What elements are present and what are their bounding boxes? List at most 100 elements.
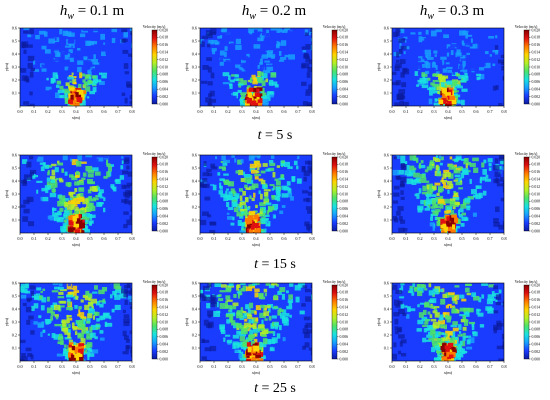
velocity-cell [252, 28, 259, 30]
velocity-cell [426, 56, 434, 60]
velocity-cell [100, 72, 108, 75]
velocity-cell [423, 38, 430, 41]
velocity-cell [130, 31, 132, 35]
velocity-cell [57, 200, 61, 207]
velocity-cell [394, 102, 400, 106]
velocity-cell [67, 200, 75, 205]
velocity-cell [240, 101, 246, 106]
velocity-cell [436, 216, 443, 221]
velocity-cell [418, 163, 422, 169]
colorbar-tick-label: 0.012 [340, 185, 349, 189]
y-tick-label: 0.6 [192, 281, 197, 286]
velocity-cell [392, 353, 398, 360]
velocity-cell [129, 95, 132, 100]
velocity-cell [450, 210, 455, 216]
velocity-cell [257, 28, 263, 32]
velocity-cell [430, 30, 437, 37]
velocity-cell [225, 295, 231, 300]
velocity-cell [403, 162, 407, 165]
velocity-cell [64, 201, 69, 208]
velocity-cell [398, 38, 406, 43]
velocity-cell [450, 59, 458, 63]
x-tick-label: 0.1 [403, 236, 408, 241]
velocity-cell [120, 156, 124, 159]
velocity-cell [302, 50, 307, 53]
velocity-cell [249, 163, 257, 169]
velocity-cell [186, 159, 192, 163]
velocity-cell [277, 156, 284, 161]
velocity-cell [281, 205, 286, 208]
velocity-cell [458, 84, 461, 87]
velocity-cell [430, 214, 434, 218]
velocity-cell [433, 102, 440, 106]
velocity-cell [206, 168, 212, 173]
velocity-cell [268, 54, 276, 58]
velocity-cell [71, 159, 79, 166]
velocity-cell [436, 192, 440, 197]
velocity-cell [260, 170, 266, 174]
velocity-cell [26, 161, 32, 168]
velocity-cell [263, 311, 270, 317]
velocity-core-cell [446, 100, 452, 105]
velocity-cell [503, 58, 504, 64]
velocity-cell [64, 332, 70, 335]
velocity-cell [423, 77, 429, 84]
velocity-cell [302, 345, 306, 350]
velocity-cell [425, 29, 429, 35]
velocity-cell [227, 42, 233, 47]
colorbar-title: Velocity (m/s) [323, 151, 346, 156]
colorbar-tick-label: 0.008 [532, 200, 541, 204]
velocity-cell [240, 283, 246, 285]
velocity-core-cell [450, 98, 457, 105]
velocity-cell [54, 314, 59, 318]
velocity-core-cell [78, 343, 85, 347]
velocity-cell [431, 347, 436, 353]
velocity-cell [124, 157, 130, 162]
velocity-cell [452, 335, 455, 338]
velocity-cell [105, 39, 110, 45]
velocity-cell [41, 68, 47, 72]
velocity-core-cell [77, 226, 83, 231]
velocity-cell [489, 54, 492, 57]
velocity-core-cell [79, 344, 86, 349]
velocity-cell [210, 72, 215, 79]
velocity-cell [405, 164, 410, 171]
velocity-cell [455, 181, 462, 186]
velocity-cell [456, 84, 460, 87]
velocity-cell [239, 67, 246, 72]
velocity-cell [309, 28, 312, 33]
colorbar-tick-label: 0.000 [340, 357, 349, 361]
velocity-cell [281, 293, 286, 300]
velocity-cell [276, 165, 281, 168]
velocity-cell [74, 331, 78, 336]
velocity-cell [472, 212, 477, 217]
velocity-cell [311, 82, 312, 88]
velocity-cell [234, 343, 240, 349]
velocity-cell [79, 52, 84, 57]
velocity-cell [381, 288, 386, 292]
velocity-cell [466, 335, 472, 338]
velocity-core-cell [438, 99, 444, 105]
velocity-cell [237, 159, 242, 165]
velocity-cell [303, 316, 311, 321]
velocity-cell [53, 304, 61, 311]
velocity-cell [444, 172, 451, 178]
velocity-cell [27, 34, 34, 38]
velocity-cell [280, 69, 285, 74]
x-tick-label: 0.3 [239, 236, 244, 241]
velocity-cell [400, 160, 408, 165]
velocity-cell [27, 62, 33, 69]
velocity-cell [66, 355, 69, 358]
velocity-cell [418, 188, 422, 194]
velocity-cell [87, 293, 93, 298]
velocity-cell [275, 44, 280, 49]
velocity-cell [310, 350, 312, 356]
velocity-cell [248, 334, 256, 339]
velocity-cell [502, 166, 504, 171]
x-axis-label: x(m) [444, 370, 453, 375]
velocity-cell [61, 39, 64, 43]
velocity-cell [435, 331, 441, 337]
velocity-cell [50, 176, 56, 183]
velocity-cell [424, 303, 430, 308]
velocity-cell [228, 41, 234, 44]
